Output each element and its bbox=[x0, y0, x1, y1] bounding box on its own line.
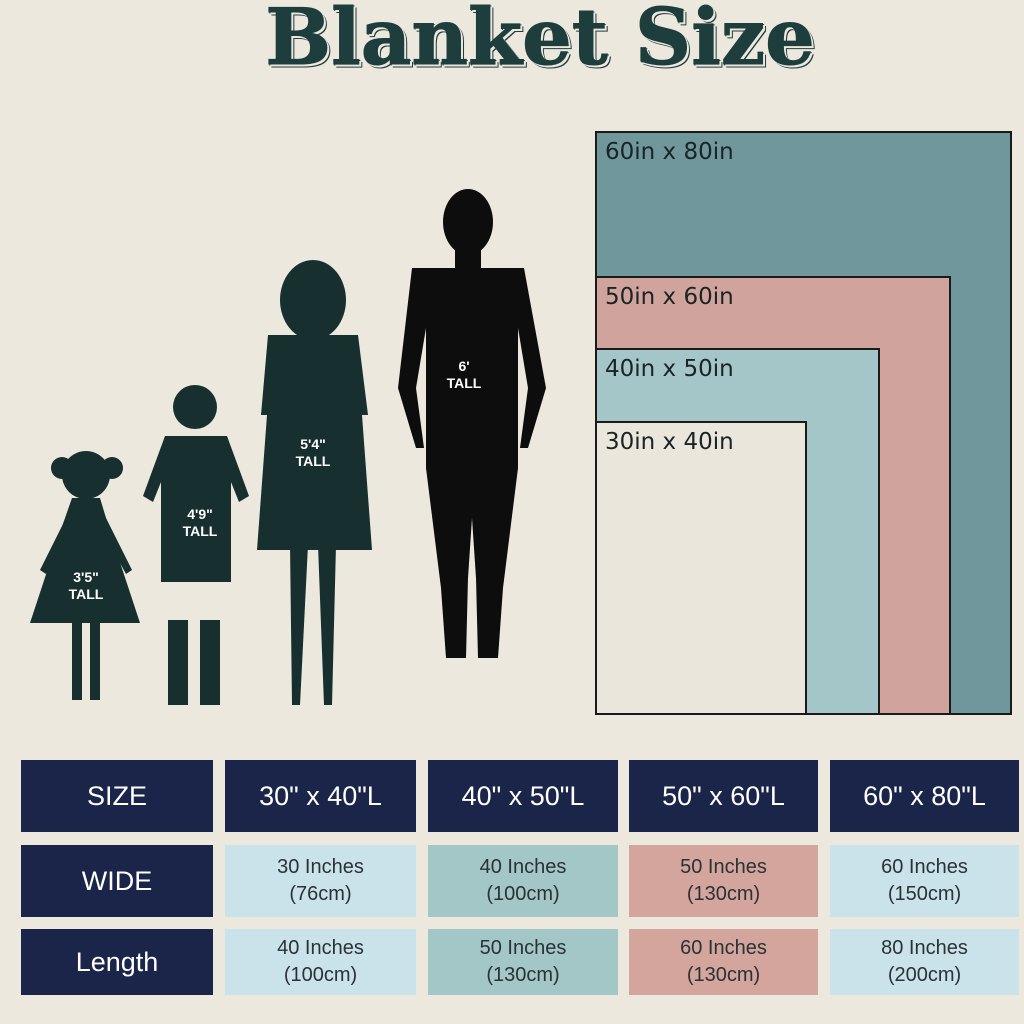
cell-text: 60 Inches bbox=[881, 856, 968, 878]
table-cell: 60 Inches (150cm) bbox=[830, 845, 1019, 917]
blanket-label: 50in x 60in bbox=[605, 284, 734, 310]
boy-height-label: 4'9" TALL bbox=[182, 506, 218, 539]
column-header: 40" x 50"L bbox=[428, 760, 618, 832]
cell-text: (130cm) bbox=[686, 964, 761, 986]
cell-text: 40 Inches bbox=[277, 937, 364, 959]
column-header: 50" x 60"L bbox=[629, 760, 818, 832]
cell-text: (130cm) bbox=[686, 883, 761, 905]
cell-text: 80 Inches bbox=[881, 937, 968, 959]
cell-text: (100cm) bbox=[283, 964, 358, 986]
cell-text: 50 Inches bbox=[680, 856, 767, 878]
cell-text: 50 Inches bbox=[479, 937, 567, 959]
cell-text: (150cm) bbox=[887, 883, 962, 905]
man-silhouette bbox=[398, 189, 546, 658]
column-header: 60" x 80"L bbox=[830, 760, 1019, 832]
blanket-label: 60in x 80in bbox=[605, 139, 734, 165]
table-cell: 40 Inches (100cm) bbox=[428, 845, 618, 917]
column-header: 30" x 40"L bbox=[225, 760, 416, 832]
row-header: Length bbox=[21, 929, 213, 995]
table-cell: 60 Inches (130cm) bbox=[629, 929, 818, 995]
woman-height-label: 5'4" TALL bbox=[295, 436, 331, 469]
girl-silhouette bbox=[30, 451, 140, 700]
cell-text: 60 Inches bbox=[680, 937, 767, 959]
cell-text: (100cm) bbox=[486, 883, 560, 905]
table-cell: 50 Inches (130cm) bbox=[428, 929, 618, 995]
cell-text: (130cm) bbox=[486, 964, 560, 986]
cell-text: 30 Inches bbox=[277, 856, 364, 878]
row-header: SIZE bbox=[21, 760, 213, 832]
boy-silhouette bbox=[143, 385, 249, 705]
row-header: WIDE bbox=[21, 845, 213, 917]
cell-text: 40 Inches bbox=[479, 856, 567, 878]
table-cell: 80 Inches (200cm) bbox=[830, 929, 1019, 995]
woman-silhouette bbox=[257, 260, 372, 705]
page-title: Blanket Size bbox=[265, 0, 816, 84]
blanket-rect: 30in x 40in bbox=[595, 421, 807, 715]
man-height-label: 6' TALL bbox=[446, 358, 482, 391]
table-cell: 40 Inches (100cm) bbox=[225, 929, 416, 995]
cell-text: (200cm) bbox=[887, 964, 962, 986]
silhouettes bbox=[30, 189, 546, 705]
table-cell: 30 Inches (76cm) bbox=[225, 845, 416, 917]
girl-height-label: 3'5" TALL bbox=[68, 569, 104, 602]
table-cell: 50 Inches (130cm) bbox=[629, 845, 818, 917]
blanket-label: 30in x 40in bbox=[605, 429, 734, 455]
cell-text: (76cm) bbox=[289, 883, 352, 905]
blanket-label: 40in x 50in bbox=[605, 356, 734, 382]
